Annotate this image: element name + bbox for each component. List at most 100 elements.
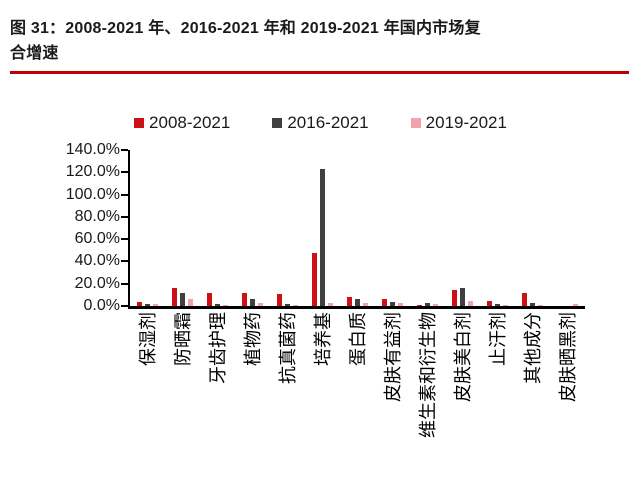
bar: [530, 303, 535, 306]
bar-group: [130, 301, 165, 306]
bar: [215, 303, 220, 306]
x-axis-label: 皮肤有益剂: [382, 312, 403, 402]
x-axis-label: 保湿剂: [137, 312, 158, 366]
y-tick-mark: [121, 260, 128, 263]
bar: [223, 305, 228, 306]
bar-group: [410, 302, 445, 306]
y-tick-mark: [121, 305, 128, 307]
x-label-cell: 皮肤晒黑剂: [550, 309, 585, 467]
y-tick-label: 120.0%: [65, 163, 120, 181]
x-label-cell: 蛋白质: [340, 309, 375, 467]
legend-label: 2008-2021: [149, 113, 231, 132]
bar: [503, 305, 508, 306]
figure-title-block: 图 31：2008-2021 年、2016-2021 年和 2019-2021 …: [0, 0, 641, 74]
bar: [242, 292, 247, 306]
bar: [277, 294, 282, 306]
x-label-cell: 培养基: [305, 309, 340, 467]
bar-group: [375, 299, 410, 306]
x-axis-label: 蛋白质: [347, 312, 368, 366]
bar: [188, 299, 193, 306]
bar: [172, 287, 177, 306]
bar: [468, 301, 473, 306]
legend-swatch-pink: [410, 118, 421, 128]
bar: [258, 302, 263, 306]
bar-groups: [130, 150, 585, 306]
y-tick-mark: [121, 171, 128, 174]
bar-group: [445, 288, 480, 306]
legend-label: 2016-2021: [287, 113, 369, 132]
bar-group: [235, 292, 270, 306]
x-label-cell: 抗真菌药: [270, 309, 305, 467]
bar: [207, 293, 212, 306]
y-tick-label: 60.0%: [74, 230, 120, 248]
y-tick-label: 0.0%: [83, 297, 120, 314]
bar-group: [550, 303, 585, 306]
x-axis-label: 培养基: [312, 312, 333, 366]
x-label-cell: 维生素和衍生物: [410, 309, 445, 467]
bar: [355, 299, 360, 306]
bar: [573, 303, 578, 306]
bar: [495, 304, 500, 306]
y-tick-mark: [121, 238, 128, 241]
chart-legend: 2008-2021 2016-2021 2019-2021: [0, 112, 641, 134]
bar: [293, 305, 298, 306]
bar: [538, 304, 543, 306]
title-underline-rule: [10, 71, 629, 74]
bar-group: [305, 168, 340, 306]
bar-group: [480, 301, 515, 306]
x-label-cell: 防晒霜: [165, 309, 200, 467]
x-axis-label: 皮肤美白剂: [452, 312, 473, 402]
y-axis-labels: 0.0% 20.0% 40.0% 60.0% 80.0% 100.0% 120.0% 140.…: [0, 141, 128, 314]
bar-group: [340, 296, 375, 306]
legend-item-2008-2021: 2008-2021: [134, 113, 230, 133]
bar: [137, 301, 142, 306]
y-tick-mark: [121, 215, 128, 218]
legend-item-2019-2021: 2019-2021: [410, 113, 507, 133]
legend-swatch-red: [134, 118, 145, 128]
bar: [320, 168, 325, 306]
plot-area: 保湿剂 防晒霜 牙齿护理 植物药 抗真菌药 培养基 蛋白质 皮肤有益剂 维生素和衍生物 皮肤美白剂…: [121, 149, 585, 438]
x-label-cell: 皮肤有益剂: [375, 309, 410, 467]
x-axis-label: 止汗剂: [487, 312, 508, 366]
bar: [250, 298, 255, 306]
legend-item-2016-2021: 2016-2021: [272, 113, 369, 133]
bar-group: [200, 293, 235, 306]
y-tick-label: 140.0%: [65, 141, 120, 158]
bar-chart: 0.0% 20.0% 40.0% 60.0% 80.0% 100.0% 120.0% 140.…: [0, 141, 641, 438]
bar: [433, 304, 438, 306]
bar: [285, 304, 290, 306]
bar: [417, 304, 422, 306]
bar: [398, 303, 403, 306]
x-axis-label: 维生素和衍生物: [417, 312, 438, 438]
bar: [347, 296, 352, 306]
x-label-cell: 牙齿护理: [200, 309, 235, 467]
bar: [460, 288, 465, 306]
x-axis-label: 其他成分: [522, 312, 543, 384]
bar: [382, 299, 387, 306]
x-axis-label: 抗真菌药: [277, 312, 298, 384]
bar: [180, 292, 185, 306]
bar: [390, 301, 395, 306]
y-tick-mark: [121, 282, 128, 285]
x-axis-label: 皮肤晒黑剂: [557, 312, 578, 402]
bar-group: [270, 294, 305, 306]
x-label-cell: 其他成分: [515, 309, 550, 467]
y-tick-label: 100.0%: [65, 185, 120, 203]
bar: [145, 304, 150, 306]
x-axis-label: 牙齿护理: [207, 312, 228, 384]
y-tick-label: 40.0%: [74, 252, 120, 270]
x-label-cell: 植物药: [235, 309, 270, 467]
y-tick-label: 20.0%: [74, 274, 120, 292]
legend-swatch-dark: [272, 118, 283, 128]
bar-group: [165, 287, 200, 306]
figure-title-line-2: 合增速: [10, 45, 59, 62]
y-tick-mark: [121, 193, 128, 196]
figure-title-line-1: 图 31：2008-2021 年、2016-2021 年和 2019-2021 …: [10, 20, 481, 37]
bar: [328, 303, 333, 306]
x-axis-label: 防晒霜: [172, 312, 193, 366]
legend-label: 2019-2021: [425, 113, 507, 132]
bar: [312, 252, 317, 306]
x-axis-labels: 保湿剂 防晒霜 牙齿护理 植物药 抗真菌药 培养基 蛋白质 皮肤有益剂 维生素和衍生物 皮肤美白剂…: [130, 309, 585, 467]
x-label-cell: 保湿剂: [130, 309, 165, 467]
